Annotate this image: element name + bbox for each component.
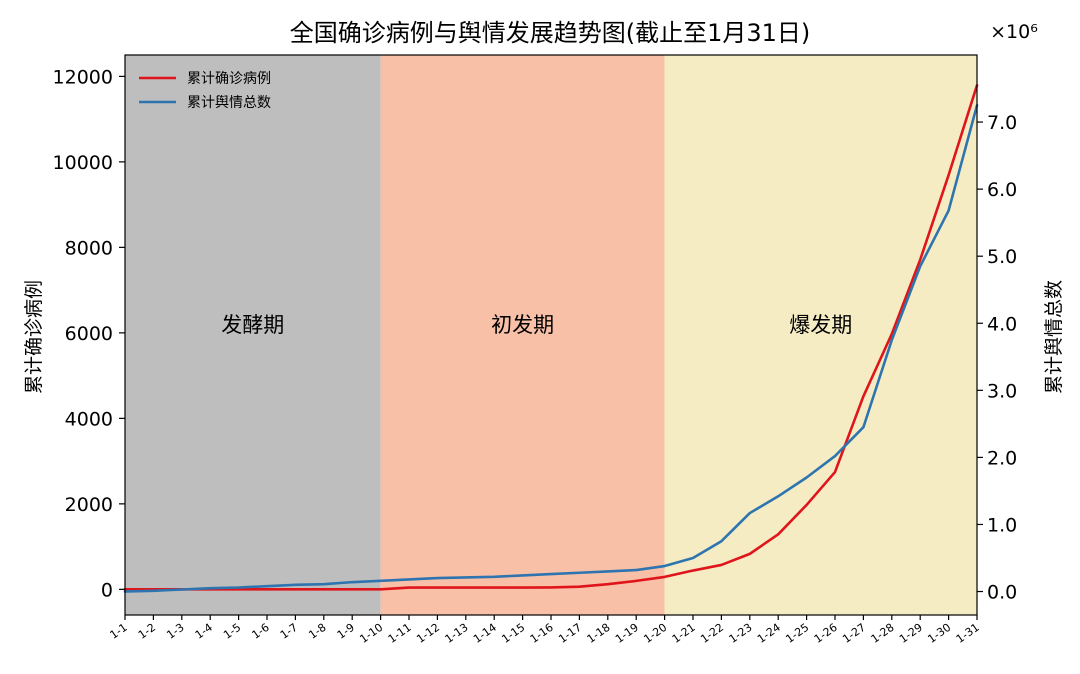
- right-y-tick-label: 5.0: [987, 246, 1017, 268]
- x-tick-label: 1-19: [613, 621, 641, 646]
- left-y-tick-label: 2000: [65, 494, 113, 516]
- x-tick-label: 1-28: [869, 621, 897, 646]
- right-y-tick-label: 4.0: [987, 313, 1017, 335]
- left-y-tick-label: 10000: [53, 152, 113, 174]
- phase-band-1: [125, 55, 381, 615]
- x-tick-label: 1-4: [193, 621, 215, 642]
- right-y-axis: 0.0 1.0 2.0 3.0 4.0 5.0 6.0 7.0: [977, 112, 1017, 604]
- phase-label-1: 发酵期: [221, 313, 284, 337]
- x-tick-label: 1-24: [755, 621, 783, 646]
- x-tick-label: 1-16: [528, 621, 556, 646]
- x-tick-label: 1-14: [471, 621, 499, 646]
- y-axis-label-left: 累计确诊病例: [23, 280, 45, 394]
- phase-label-3: 爆发期: [789, 313, 852, 337]
- x-tick-label: 1-7: [278, 621, 300, 642]
- x-tick-label: 1-1: [108, 621, 130, 642]
- x-tick-label: 1-9: [335, 621, 357, 642]
- x-tick-label: 1-2: [136, 621, 158, 642]
- right-y-tick-label: 3.0: [987, 380, 1017, 402]
- x-tick-label: 1-11: [386, 621, 414, 646]
- x-tick-label: 1-13: [443, 621, 471, 646]
- x-tick-label: 1-29: [897, 621, 925, 646]
- left-y-tick-label: 0: [101, 579, 113, 601]
- x-tick-label: 1-10: [357, 621, 385, 646]
- x-tick-label: 1-30: [925, 621, 953, 646]
- legend-label-2: 累计舆情总数: [187, 95, 271, 111]
- x-tick-label: 1-3: [164, 621, 186, 642]
- right-y-tick-label: 1.0: [987, 514, 1017, 536]
- x-tick-label: 1-17: [556, 621, 584, 646]
- x-tick-label: 1-15: [499, 621, 527, 646]
- series-line-1: [123, 84, 979, 591]
- series-line-2: [123, 104, 979, 593]
- phase-band-2: [380, 55, 665, 615]
- left-y-tick-label: 12000: [53, 66, 113, 88]
- left-y-tick-label: 6000: [65, 323, 113, 345]
- x-tick-label: 1-18: [585, 621, 613, 646]
- phase-labels: 发酵期 初发期 爆发期: [221, 313, 852, 337]
- right-y-tick-label: 0.0: [987, 582, 1017, 604]
- phase-bands: [125, 55, 977, 615]
- right-axis-multiplier: ×10⁶: [990, 21, 1038, 43]
- phase-label-2: 初发期: [491, 313, 554, 337]
- x-tick-label: 1-27: [840, 621, 868, 646]
- x-tick-label: 1-6: [250, 621, 272, 642]
- right-y-tick-label: 2.0: [987, 447, 1017, 469]
- left-y-tick-label: 8000: [65, 237, 113, 259]
- x-tick-label: 1-8: [306, 621, 328, 642]
- x-tick-label: 1-31: [954, 621, 982, 646]
- x-axis: 1-1 1-2 1-3 1-4 1-5 1-6 1-7 1-8 1-9 1-10 1-11 1-12 1…: [108, 615, 982, 646]
- x-tick-label: 1-5: [221, 621, 243, 642]
- x-tick-label: 1-23: [727, 621, 755, 646]
- right-y-tick-label: 6.0: [987, 179, 1017, 201]
- y-axis-label-right: 累计舆情总数: [1043, 280, 1065, 394]
- series-lines: [123, 84, 979, 593]
- x-tick-label: 1-26: [812, 621, 840, 646]
- x-tick-label: 1-22: [698, 621, 726, 646]
- phase-band-3: [664, 55, 977, 615]
- chart-title: 全国确诊病例与舆情发展趋势图(截止至1月31日): [290, 19, 811, 47]
- x-tick-label: 1-12: [414, 621, 442, 646]
- left-y-axis: 0 2000 4000 6000 8000 10000 12000: [53, 66, 125, 601]
- right-y-tick-label: 7.0: [987, 112, 1017, 134]
- x-tick-label: 1-21: [670, 621, 698, 646]
- x-tick-label: 1-25: [783, 621, 811, 646]
- left-y-tick-label: 4000: [65, 408, 113, 430]
- legend-label-1: 累计确诊病例: [187, 71, 271, 87]
- x-tick-label: 1-20: [641, 621, 669, 646]
